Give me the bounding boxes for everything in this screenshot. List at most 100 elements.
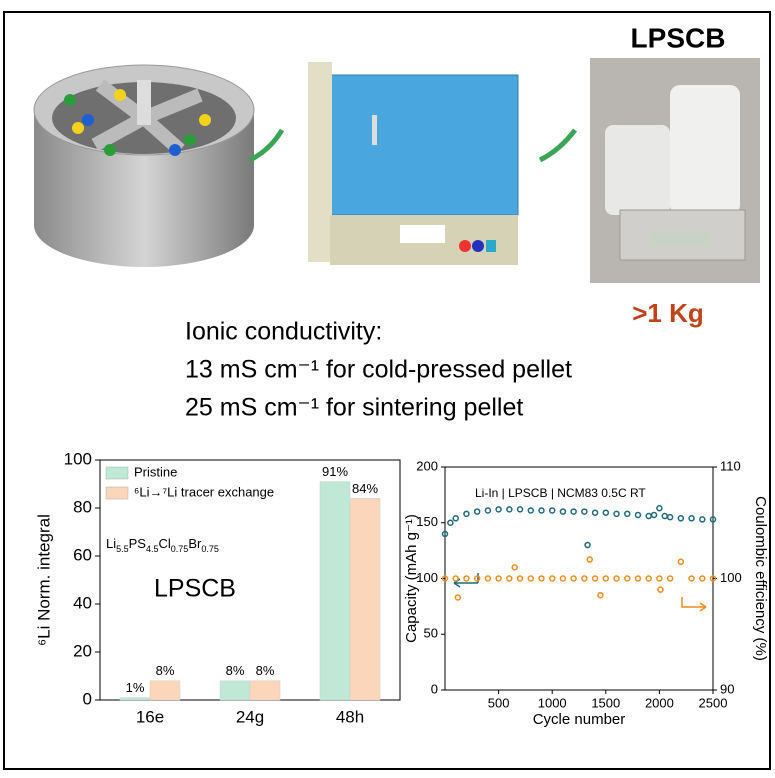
data-point (516, 575, 524, 582)
formula-part: PS (129, 536, 147, 551)
data-point (570, 508, 577, 515)
data-point (581, 508, 588, 515)
data-point (591, 509, 599, 516)
y-tick-label: 50 (424, 626, 438, 641)
data-point (581, 575, 588, 582)
data-point (602, 509, 610, 516)
y-axis-label: Capacity (mAh g⁻¹) (403, 514, 420, 643)
data-point (559, 508, 567, 515)
data-point (634, 575, 642, 582)
data-point (447, 519, 454, 526)
bar (219, 680, 251, 701)
data-point (484, 507, 492, 514)
y-tick-label: 0 (83, 689, 92, 708)
bar (349, 498, 381, 701)
data-point (613, 575, 620, 582)
data-point (597, 591, 604, 599)
value-label: 1% (126, 680, 145, 695)
data-point (656, 505, 663, 512)
data-point (441, 575, 449, 582)
x-axis-label: Cycle number (533, 711, 626, 728)
value-label: 8% (226, 663, 245, 678)
data-point (452, 575, 459, 582)
data-point (441, 530, 449, 538)
legend-swatch (105, 466, 129, 480)
data-point (473, 575, 481, 582)
data-point (454, 594, 462, 601)
y-tick-label: 40 (73, 593, 92, 612)
data-point (666, 575, 674, 582)
legend-label: Pristine (134, 464, 177, 479)
data-point (623, 575, 631, 582)
arrow (248, 128, 285, 163)
data-point (570, 575, 577, 582)
data-point (538, 575, 545, 582)
data-point (548, 507, 556, 514)
formula-part: 0.75 (171, 544, 189, 554)
ball-mill-illustration (33, 64, 255, 267)
data-point (623, 510, 631, 518)
data-point (452, 515, 459, 522)
data-point (495, 575, 502, 582)
data-point (699, 575, 706, 582)
data-point (677, 558, 685, 566)
y2-tick-label: 110 (720, 458, 741, 473)
data-point (527, 575, 535, 582)
bar (319, 481, 351, 701)
data-point (591, 575, 599, 582)
furnace-illustration (308, 62, 519, 265)
data-point (463, 575, 470, 582)
y-tick-label: 60 (73, 545, 92, 564)
data-point (688, 515, 695, 522)
data-point (584, 541, 591, 549)
y2-axis-label: Coulombic efficiency (%) (752, 496, 769, 661)
y-tick-label: 0 (431, 681, 438, 696)
formula-part: 5.5 (116, 544, 129, 554)
data-point (463, 510, 470, 518)
x-tick-label: 2500 (699, 695, 728, 710)
data-point (645, 575, 652, 582)
data-point (602, 575, 610, 582)
x-tick-label: 500 (488, 695, 510, 710)
data-point (586, 556, 593, 563)
value-label: 8% (256, 663, 275, 678)
data-point (634, 511, 642, 519)
data-point (650, 511, 658, 519)
data-point (688, 575, 695, 582)
data-point (656, 575, 663, 582)
x-tick-label: 1500 (591, 695, 620, 710)
y-tick-label: 150 (416, 514, 438, 529)
data-point (709, 516, 717, 523)
data-point (677, 515, 685, 522)
data-point (506, 506, 513, 513)
legend-swatch (105, 486, 129, 500)
value-label: 91% (322, 464, 348, 479)
y-axis-label: ⁶Li Norm. integral (34, 514, 53, 646)
data-point (516, 506, 524, 513)
data-point (527, 507, 535, 514)
x-tick-label: 16e (136, 707, 164, 726)
y-tick-label: 20 (73, 641, 92, 660)
data-point (506, 575, 513, 582)
data-point (511, 564, 518, 571)
product-photo (590, 58, 760, 283)
bar (119, 697, 151, 701)
product-label: LPSCB (631, 22, 726, 53)
data-point (657, 586, 664, 593)
data-point (661, 512, 669, 520)
y-tick-label: 100 (64, 449, 92, 468)
data-point (473, 508, 481, 515)
chart-annotation: LPSCB (154, 575, 236, 603)
legend-label: ⁶Li→⁷Li tracer exchange (134, 484, 274, 499)
bar (249, 680, 281, 701)
x-tick-label: 48h (336, 707, 364, 726)
formula-part: 4.5 (146, 544, 159, 554)
bar (149, 680, 181, 701)
formula: Li5.5PS4.5Cl0.75Br0.75 (106, 536, 219, 554)
y-tick-label: 200 (416, 458, 438, 473)
arrow (538, 128, 577, 163)
data-point (645, 512, 652, 520)
data-point (548, 575, 556, 582)
chart-annotation: Li-In | LPSCB | NCM83 0.5C RT (475, 486, 646, 500)
